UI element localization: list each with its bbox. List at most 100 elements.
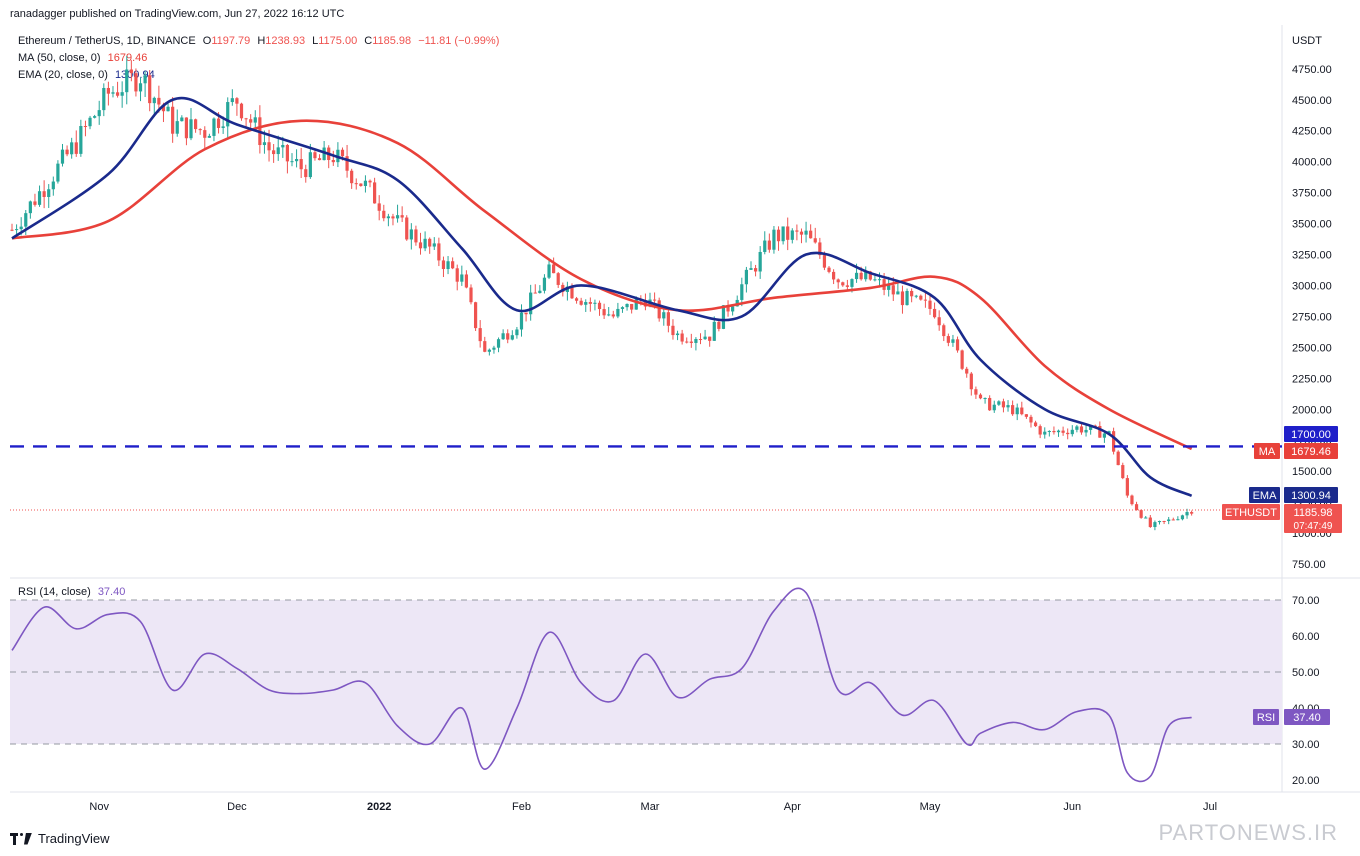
candle-body [708, 336, 712, 341]
candle-body [928, 300, 932, 309]
ma-line [11, 119, 1193, 451]
candle-body [845, 285, 849, 287]
low-value: 1175.00 [318, 35, 358, 47]
candle-body [873, 279, 877, 281]
watermark: PARTONEWS.IR [1158, 820, 1338, 845]
candle-body [1102, 433, 1107, 438]
candle-body [584, 302, 588, 305]
candle-body [607, 314, 611, 316]
candle-body [758, 251, 762, 272]
candle-body [602, 309, 606, 316]
candle-body [712, 321, 716, 341]
candle-body [776, 229, 781, 242]
candle-body [689, 341, 693, 343]
candle-body [937, 317, 941, 326]
candle-body [753, 268, 758, 272]
candle-body [317, 158, 322, 161]
time-tick-label: Feb [512, 801, 531, 813]
candle-body [1011, 405, 1015, 415]
ma-legend: MA (50, close, 0) 1679.46 [18, 52, 147, 64]
candle-body [896, 291, 900, 295]
footer-brand[interactable]: TradingView [10, 831, 110, 846]
candle-body [37, 191, 42, 205]
candle-body [1015, 407, 1019, 415]
candle-body [978, 394, 983, 399]
candle-body [432, 243, 436, 247]
candle-body [822, 255, 827, 268]
rsi-line [11, 587, 1192, 783]
candle-body [868, 271, 872, 280]
ema-legend-label: EMA (20, close, 0) [18, 69, 108, 81]
candle-body [102, 87, 106, 111]
price-tick-label: 4250.00 [1292, 126, 1332, 138]
currency-label: USDT [1292, 35, 1322, 47]
candle-body [529, 292, 533, 315]
candle-body [14, 229, 19, 231]
candle-body [570, 286, 574, 299]
candle-body [721, 305, 726, 329]
candle-body [698, 339, 703, 341]
candle-body [203, 130, 207, 138]
candle-body [653, 299, 657, 301]
candle-body [308, 152, 312, 178]
candle-body [767, 240, 771, 250]
candle-body [932, 308, 937, 318]
candle-body [854, 272, 859, 280]
candle-body [680, 333, 684, 342]
candle-body [161, 104, 166, 112]
candle-body [877, 279, 882, 281]
candle-body [983, 397, 987, 399]
candle-body [1148, 517, 1152, 528]
candle-body [272, 150, 276, 155]
candle-body [483, 341, 487, 352]
candle-body [120, 92, 124, 96]
candle-body [350, 170, 354, 184]
candle-body [354, 183, 358, 185]
tradingview-logo-icon [10, 832, 32, 845]
footer-brand-label: TradingView [38, 831, 110, 846]
candle-body [891, 285, 895, 295]
candle-body [625, 303, 629, 308]
candle-body [630, 303, 634, 310]
candle-body [813, 238, 817, 243]
candle-body [905, 290, 909, 306]
candle-body [285, 144, 289, 162]
ma-price-tag-bg [1284, 443, 1338, 459]
candle-body [1020, 407, 1024, 415]
candle-body [93, 116, 97, 118]
price-tick-label: 2750.00 [1292, 311, 1332, 323]
candle-body [1006, 405, 1010, 408]
last-price-tag: 1185.98 [1294, 507, 1333, 519]
candle-body [1043, 431, 1047, 435]
candle-body [10, 229, 14, 231]
rsi-price-tag-bg [1284, 709, 1330, 725]
ma-tag-bg [1254, 443, 1280, 459]
candle-body [304, 169, 308, 178]
candle-body [694, 339, 698, 343]
candle-body [818, 242, 822, 256]
candle-body [1107, 431, 1111, 434]
candle-body [1134, 504, 1139, 511]
candle-body [294, 159, 299, 162]
ema-tag: EMA [1253, 490, 1278, 502]
candle-body [377, 203, 381, 211]
candle-body [501, 333, 505, 340]
candle-body [561, 284, 565, 292]
candle-body [992, 404, 996, 411]
candle-body [914, 295, 918, 297]
ma-legend-label: MA (50, close, 0) [18, 52, 101, 64]
candle-body [1047, 430, 1051, 432]
candle-body [496, 339, 501, 348]
countdown-tag: 07:47:49 [1294, 521, 1333, 532]
candle-body [290, 161, 294, 163]
candle-body [740, 284, 744, 300]
published-line: ranadagger published on TradingView.com,… [10, 8, 345, 20]
candle-body [671, 325, 675, 336]
level-price-tag: 1700.00 [1291, 429, 1331, 441]
candle-body [1153, 522, 1157, 528]
candle-body [795, 230, 799, 232]
candle-body [469, 287, 473, 303]
candle-body [111, 92, 115, 94]
ema-line [11, 96, 1193, 497]
